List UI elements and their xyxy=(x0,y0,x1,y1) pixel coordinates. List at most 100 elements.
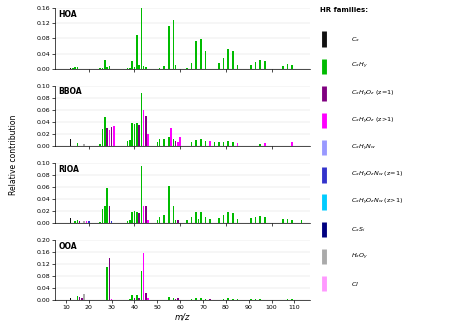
Bar xyxy=(200,39,201,69)
Bar xyxy=(136,212,137,223)
Bar xyxy=(232,213,234,223)
Bar xyxy=(145,293,146,300)
Bar xyxy=(100,143,101,146)
Bar xyxy=(237,143,238,146)
Bar xyxy=(228,298,229,300)
Bar xyxy=(232,142,234,146)
Bar xyxy=(134,297,135,300)
Bar xyxy=(219,218,220,223)
Bar xyxy=(255,216,256,223)
Bar xyxy=(143,110,145,146)
Bar xyxy=(131,61,133,69)
Bar xyxy=(141,166,142,223)
Bar xyxy=(83,144,85,146)
Bar xyxy=(283,219,284,223)
Bar xyxy=(134,67,135,69)
Bar xyxy=(168,186,170,223)
Text: Relative contribution: Relative contribution xyxy=(9,114,18,195)
Bar xyxy=(88,221,90,223)
Bar xyxy=(209,219,210,223)
Bar xyxy=(200,298,201,300)
Bar xyxy=(109,258,110,300)
Bar xyxy=(136,123,137,146)
Bar xyxy=(143,253,145,300)
Bar xyxy=(136,295,137,300)
Bar xyxy=(283,66,284,69)
Bar xyxy=(223,215,224,223)
Bar xyxy=(77,67,78,69)
Text: $C_x$: $C_x$ xyxy=(350,35,360,43)
Bar xyxy=(287,219,288,223)
Bar xyxy=(175,65,176,69)
Bar xyxy=(173,139,174,146)
Bar xyxy=(138,297,140,300)
Bar xyxy=(264,61,265,69)
Bar xyxy=(198,219,199,223)
Bar xyxy=(141,8,142,69)
Bar xyxy=(287,299,288,300)
Bar xyxy=(264,217,265,223)
Bar xyxy=(138,65,140,69)
Bar xyxy=(168,137,170,146)
Bar xyxy=(228,49,229,69)
Bar xyxy=(214,142,215,146)
Bar xyxy=(191,142,192,146)
Bar xyxy=(264,143,265,146)
Bar xyxy=(173,206,174,223)
Bar xyxy=(156,220,158,223)
Bar xyxy=(159,68,160,69)
Bar xyxy=(141,271,142,300)
Bar xyxy=(109,66,110,69)
Bar xyxy=(106,188,108,223)
Bar xyxy=(219,142,220,146)
Bar xyxy=(72,68,73,69)
Bar xyxy=(86,221,87,223)
Bar xyxy=(292,220,293,223)
Bar xyxy=(200,139,201,146)
Bar xyxy=(138,125,140,146)
Bar xyxy=(138,213,140,223)
Bar xyxy=(104,206,106,223)
Bar xyxy=(191,299,192,300)
Bar xyxy=(131,123,133,146)
Bar xyxy=(100,222,101,223)
Bar xyxy=(111,299,112,300)
Bar xyxy=(79,297,81,300)
Bar xyxy=(209,299,210,300)
X-axis label: m/z: m/z xyxy=(175,312,190,321)
Bar xyxy=(145,206,146,223)
Bar xyxy=(147,298,149,300)
Bar xyxy=(74,67,76,69)
Bar xyxy=(111,221,112,223)
Bar xyxy=(177,298,179,300)
Bar xyxy=(106,267,108,300)
Bar xyxy=(195,298,197,300)
Bar xyxy=(81,298,82,300)
Bar xyxy=(205,299,206,300)
Bar xyxy=(173,20,174,69)
Bar xyxy=(255,62,256,69)
Bar xyxy=(200,212,201,223)
Bar xyxy=(168,297,170,300)
Bar xyxy=(191,63,192,69)
Bar xyxy=(106,67,108,69)
Bar xyxy=(102,129,103,146)
Bar xyxy=(129,299,131,300)
Bar xyxy=(186,68,188,69)
Bar xyxy=(287,64,288,69)
Bar xyxy=(131,212,133,223)
Bar xyxy=(145,67,146,69)
Bar xyxy=(77,143,78,146)
Bar xyxy=(232,299,234,300)
Text: BBOA: BBOA xyxy=(58,87,82,96)
Bar xyxy=(136,35,137,69)
Bar xyxy=(141,93,142,146)
Bar xyxy=(292,64,293,69)
Bar xyxy=(219,63,220,69)
Bar xyxy=(70,298,71,300)
Bar xyxy=(111,127,112,146)
Bar xyxy=(205,141,206,146)
Bar xyxy=(74,221,76,223)
Bar xyxy=(292,299,293,300)
Bar xyxy=(175,220,176,223)
